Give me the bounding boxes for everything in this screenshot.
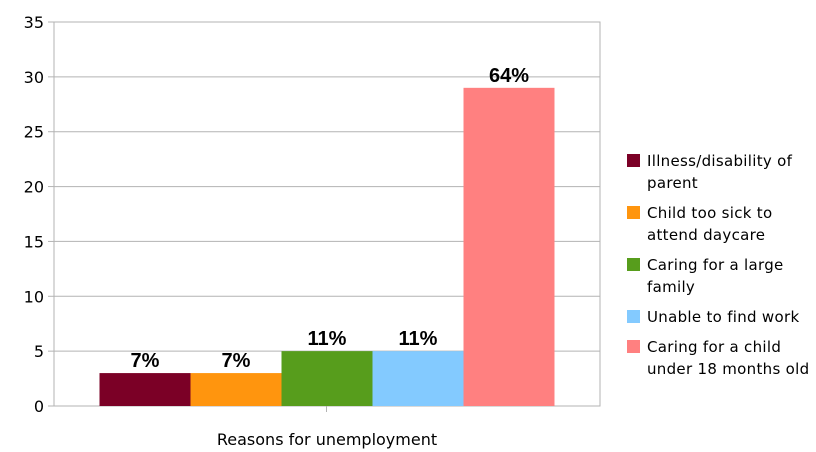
y-tick-label: 10 [24, 287, 44, 306]
data-label: 11% [399, 328, 438, 350]
legend-swatch [627, 340, 640, 353]
y-tick-label: 15 [24, 232, 44, 251]
legend-label: Caring for a large family [647, 256, 784, 296]
bars [99, 87, 555, 406]
y-tick-label: 20 [24, 178, 44, 197]
legend-swatch [627, 154, 640, 167]
data-label: 7% [131, 350, 160, 372]
bar [372, 351, 464, 406]
data-label: 64% [489, 65, 529, 87]
y-tick-label: 30 [24, 68, 44, 87]
legend-swatch [627, 258, 640, 271]
y-tick-label: 35 [24, 13, 44, 32]
data-labels: 7% 7% 11% 11% 64% [131, 65, 530, 372]
data-label: 11% [308, 328, 347, 350]
legend-label: Child too sick to attend daycare [647, 204, 773, 244]
legend-item: Caring for a large family [627, 254, 813, 298]
y-tick-label: 0 [34, 397, 44, 416]
legend-label: Caring for a child under 18 months old [647, 338, 810, 378]
bar [463, 87, 555, 406]
data-label: 7% [222, 350, 251, 372]
legend-swatch [627, 310, 640, 323]
bar [190, 373, 282, 406]
legend-item: Illness/disability of parent [627, 150, 813, 194]
legend-label: Unable to find work [647, 308, 800, 326]
y-tick-label: 25 [24, 123, 44, 142]
legend: Illness/disability of parent Child too si… [627, 150, 813, 388]
legend-item: Unable to find work [627, 306, 813, 328]
x-axis-label: Reasons for unemployment [217, 430, 437, 449]
legend-item: Caring for a child under 18 months old [627, 336, 813, 380]
legend-label: Illness/disability of parent [647, 152, 793, 192]
y-axis-ticks: 0 5 10 15 20 25 30 35 [24, 13, 54, 416]
bar [281, 351, 373, 406]
bar [99, 373, 191, 406]
legend-swatch [627, 206, 640, 219]
y-tick-label: 5 [34, 342, 44, 361]
legend-item: Child too sick to attend daycare [627, 202, 813, 246]
